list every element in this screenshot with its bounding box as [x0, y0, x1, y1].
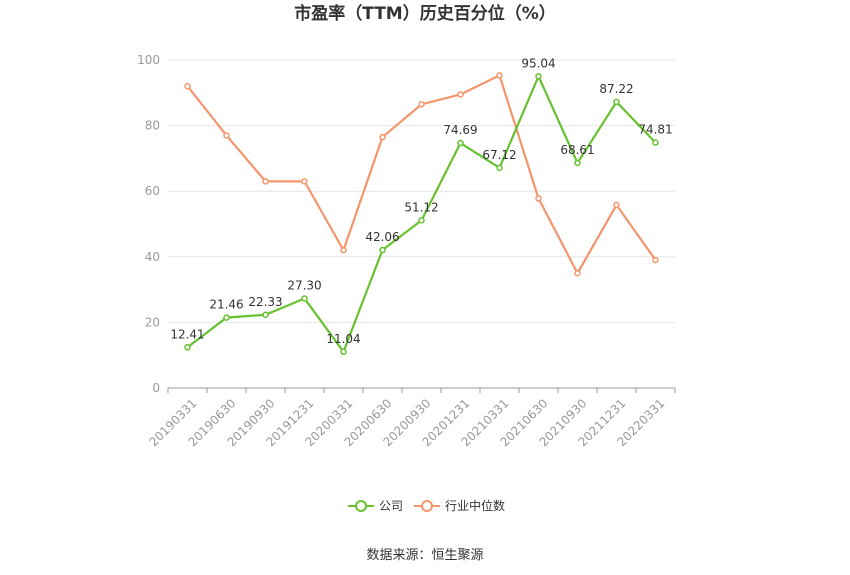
data-label: 22.33	[248, 295, 282, 309]
data-point[interactable]	[223, 132, 230, 139]
data-point[interactable]	[301, 295, 308, 302]
data-label: 42.06	[365, 230, 399, 244]
data-point[interactable]	[652, 139, 659, 146]
data-labels: 12.41 21.46 22.33 27.30 11.04 42.06 51.12 74.69…	[170, 56, 672, 346]
chart-title: 市盈率（TTM）历史百分位（%）	[294, 3, 556, 24]
source-note: 数据来源：恒生聚源	[366, 548, 483, 563]
legend-label: 行业中位数	[445, 498, 505, 513]
data-point[interactable]	[652, 256, 659, 264]
y-axis: 0 20 40 60 80 100	[137, 53, 160, 395]
y-tick-label: 0	[152, 381, 160, 395]
data-label: 11.04	[326, 332, 360, 346]
y-tick-label: 80	[145, 119, 160, 133]
y-tick-label: 40	[145, 250, 160, 264]
legend-label: 公司	[379, 499, 403, 513]
data-point[interactable]	[496, 72, 503, 79]
data-point[interactable]	[340, 348, 347, 356]
data-point[interactable]	[496, 164, 503, 172]
data-label: 21.46	[209, 298, 243, 312]
data-point[interactable]	[613, 201, 620, 209]
y-tick-label: 20	[145, 315, 160, 329]
legend[interactable]: 公司 行业中位数	[348, 498, 505, 513]
x-axis: 2019033120190630201909302019123120200331…	[146, 387, 676, 449]
data-point[interactable]	[535, 73, 542, 80]
data-point[interactable]	[418, 101, 425, 108]
data-point[interactable]	[184, 344, 191, 351]
y-tick-label: 60	[145, 184, 160, 198]
data-point[interactable]	[301, 178, 308, 185]
data-label: 68.61	[560, 143, 594, 157]
data-label: 87.22	[599, 82, 633, 96]
data-point[interactable]	[262, 311, 269, 319]
data-label: 51.12	[404, 200, 438, 214]
data-point[interactable]	[574, 269, 581, 277]
legend-item[interactable]: 行业中位数	[414, 498, 505, 513]
legend-swatch-marker	[355, 500, 367, 512]
data-label: 95.04	[521, 56, 555, 70]
series-layer	[184, 72, 659, 356]
grid	[168, 59, 675, 323]
data-point[interactable]	[418, 217, 425, 224]
data-point[interactable]	[535, 195, 542, 202]
data-point[interactable]	[340, 246, 347, 254]
data-point[interactable]	[457, 139, 464, 147]
data-point[interactable]	[574, 159, 581, 167]
legend-swatch-marker	[421, 500, 433, 512]
data-point[interactable]	[262, 178, 269, 185]
data-label: 27.30	[287, 278, 321, 292]
data-point[interactable]	[184, 82, 191, 90]
legend-item[interactable]: 公司	[348, 499, 403, 513]
y-tick-label: 100	[137, 53, 160, 67]
data-label: 74.69	[443, 123, 477, 137]
data-point[interactable]	[379, 246, 386, 254]
data-label: 74.81	[638, 123, 672, 137]
data-point[interactable]	[613, 98, 620, 106]
data-point[interactable]	[457, 91, 464, 98]
data-label: 67.12	[482, 148, 516, 162]
data-point[interactable]	[223, 314, 230, 321]
data-point[interactable]	[379, 133, 386, 141]
data-label: 12.41	[170, 327, 204, 341]
